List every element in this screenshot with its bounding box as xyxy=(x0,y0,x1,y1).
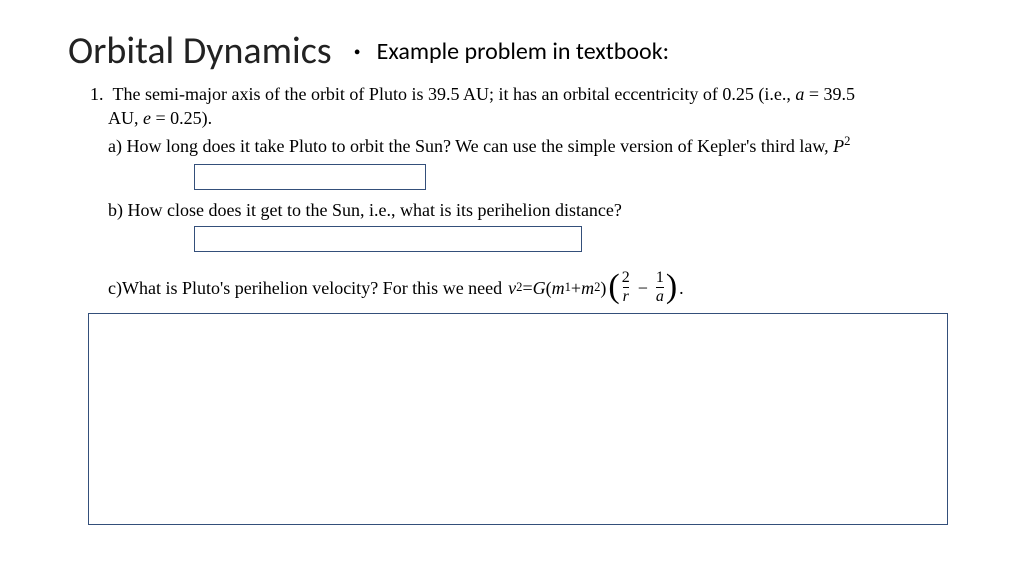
bullet-icon: • xyxy=(354,42,361,65)
slide-header: Orbital Dynamics • Example problem in te… xyxy=(0,0,1024,74)
page-title: Orbital Dynamics xyxy=(68,28,332,74)
frac-num2: 1 xyxy=(656,270,664,287)
big-paren-left: ( xyxy=(608,272,619,303)
part-b-label: b) xyxy=(108,200,128,220)
formula-G: G xyxy=(533,276,546,300)
part-b-text: How close does it get to the Sun, i.e., … xyxy=(128,200,622,220)
frac-1-over-a: 1 a xyxy=(656,270,664,305)
var-a: a xyxy=(795,84,804,104)
vis-viva-formula: v2 = G(m1 + m2) ( 2 r − 1 a ) . xyxy=(508,270,684,305)
part-a: a) How long does it take Pluto to orbit … xyxy=(68,133,964,158)
intro-eq-a: = 39.5 xyxy=(804,84,855,104)
part-a-var: P xyxy=(833,136,844,156)
formula-m1: m xyxy=(552,276,565,300)
answer-box-b xyxy=(194,226,582,252)
formula-rp: ) xyxy=(600,276,606,300)
part-b: b) How close does it get to the Sun, i.e… xyxy=(68,198,964,222)
intro-text-a: The semi-major axis of the orbit of Plut… xyxy=(113,84,796,104)
formula-minus: − xyxy=(636,276,650,300)
problem-body: 1. The semi-major axis of the orbit of P… xyxy=(0,74,1024,305)
part-c-label: c) xyxy=(108,276,122,300)
big-paren-right: ) xyxy=(666,272,677,303)
answer-box-c xyxy=(88,313,948,525)
frac-den1: r xyxy=(623,287,629,305)
problem-number: 1. xyxy=(90,84,104,104)
var-e: e xyxy=(143,108,151,128)
formula-eq: = xyxy=(522,276,532,300)
frac-num1: 2 xyxy=(622,270,630,287)
frac-pair: 2 r − 1 a xyxy=(620,270,666,305)
formula-m2: m xyxy=(581,276,594,300)
part-c: c) What is Pluto's perihelion velocity? … xyxy=(68,270,964,305)
frac-2-over-r: 2 r xyxy=(622,270,630,305)
frac-den2: a xyxy=(656,287,664,305)
subtitle: Example problem in textbook: xyxy=(377,37,669,66)
formula-v: v xyxy=(508,276,516,300)
problem-intro-line1: 1. The semi-major axis of the orbit of P… xyxy=(68,82,964,106)
answer-box-a xyxy=(194,164,426,190)
part-a-text: How long does it take Pluto to orbit the… xyxy=(126,136,833,156)
formula-paren-group: ( 2 r − 1 a ) xyxy=(608,270,677,305)
intro-line2-b: = 0.25). xyxy=(151,108,212,128)
formula-plus: + xyxy=(571,276,581,300)
part-a-label: a) xyxy=(108,136,126,156)
formula-period: . xyxy=(679,276,684,300)
problem-intro-line2: AU, e = 0.25). xyxy=(68,106,964,130)
part-c-text: What is Pluto's perihelion velocity? For… xyxy=(122,276,502,300)
part-a-sup: 2 xyxy=(844,134,850,148)
intro-line2-a: AU, xyxy=(108,108,143,128)
